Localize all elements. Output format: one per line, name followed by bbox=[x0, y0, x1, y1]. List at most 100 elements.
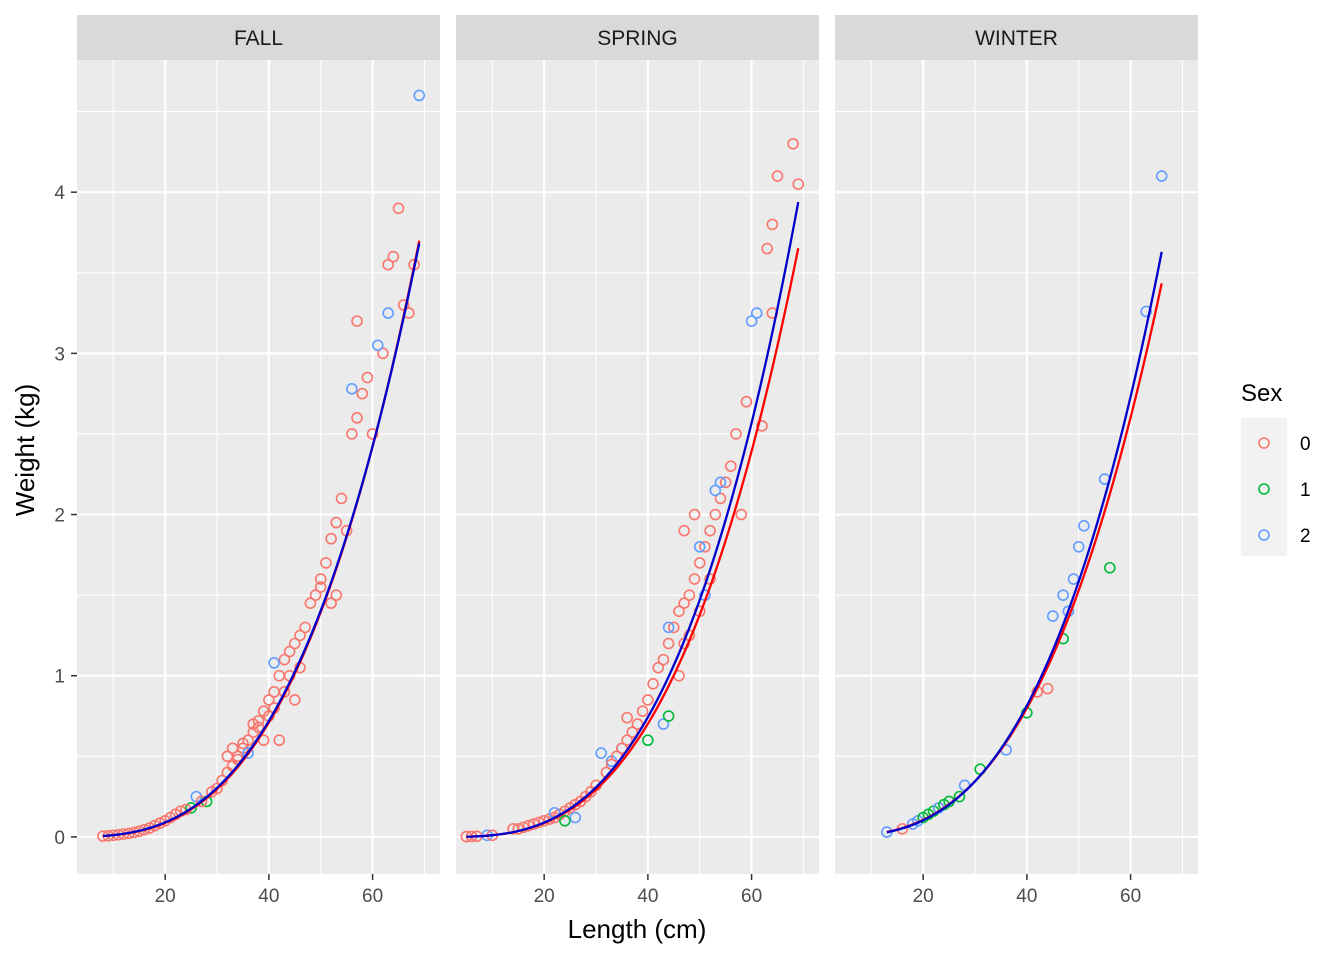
data-point-sex-0 bbox=[678, 597, 690, 610]
legend-title: Sex bbox=[1241, 380, 1282, 407]
panel-background bbox=[835, 60, 1198, 874]
strip-label-spring: SPRING bbox=[597, 27, 678, 50]
x-tick-label: 60 bbox=[362, 886, 383, 907]
data-point-sex-0 bbox=[683, 589, 696, 601]
data-point-sex-0 bbox=[325, 597, 337, 610]
data-point-sex-2 bbox=[714, 476, 727, 489]
data-point-sex-0 bbox=[377, 347, 389, 360]
data-point-sex-2 bbox=[1140, 305, 1152, 318]
data-point-sex-2 bbox=[569, 811, 582, 824]
data-point-sex-0 bbox=[704, 524, 716, 537]
data-point-sex-2 bbox=[242, 747, 254, 759]
data-point-sex-0 bbox=[693, 557, 706, 569]
data-point-sex-0 bbox=[221, 750, 234, 763]
data-point-sex-0 bbox=[299, 621, 311, 634]
data-point-sex-0 bbox=[740, 395, 753, 408]
data-point-sex-0 bbox=[273, 734, 286, 747]
data-point-sex-0 bbox=[719, 476, 732, 489]
strip-label-winter: WINTER bbox=[975, 27, 1058, 50]
data-point-sex-0 bbox=[351, 412, 363, 424]
legend-key-0 bbox=[1258, 437, 1270, 449]
data-point-sex-0 bbox=[756, 420, 768, 432]
data-point-sex-0 bbox=[288, 637, 301, 650]
data-point-sex-0 bbox=[361, 371, 374, 384]
fit-line-blue bbox=[466, 201, 800, 838]
data-point-sex-0 bbox=[792, 178, 805, 190]
data-point-sex-0 bbox=[387, 250, 400, 263]
data-point-sex-0 bbox=[673, 605, 685, 618]
data-point-sex-2 bbox=[346, 383, 358, 395]
x-tick-label: 60 bbox=[741, 886, 762, 907]
data-point-sex-2 bbox=[1078, 520, 1090, 532]
x-tick-label: 40 bbox=[258, 886, 279, 907]
data-point-sex-0 bbox=[621, 734, 633, 747]
data-point-sex-2 bbox=[1057, 589, 1069, 601]
data-point-sex-2 bbox=[382, 307, 394, 319]
data-point-sex-0 bbox=[642, 694, 654, 706]
data-point-sex-0 bbox=[761, 242, 773, 255]
data-point-sex-2 bbox=[413, 89, 426, 102]
data-point-sex-0 bbox=[647, 677, 659, 690]
fit-line-blue bbox=[102, 243, 421, 838]
x-tick-label: 20 bbox=[155, 886, 176, 907]
data-point-sex-0 bbox=[636, 705, 649, 718]
data-point-sex-1 bbox=[185, 802, 197, 814]
data-point-sex-0 bbox=[735, 508, 748, 521]
data-point-sex-2 bbox=[595, 747, 608, 759]
data-point-sex-0 bbox=[237, 737, 249, 750]
data-point-sex-0 bbox=[335, 492, 348, 505]
data-point-sex-1 bbox=[662, 710, 675, 722]
data-point-sex-0 bbox=[652, 661, 665, 674]
data-point-sex-0 bbox=[314, 581, 327, 593]
data-point-sex-0 bbox=[771, 170, 784, 182]
x-tick-label: 40 bbox=[1016, 886, 1037, 907]
data-point-sex-0 bbox=[616, 742, 628, 755]
y-tick-label: 2 bbox=[54, 506, 65, 527]
legend-label-0: 0 bbox=[1300, 434, 1311, 455]
strip-fall bbox=[77, 15, 440, 60]
y-tick-label: 1 bbox=[54, 667, 65, 688]
data-point-sex-1 bbox=[642, 734, 654, 747]
data-point-sex-2 bbox=[1155, 170, 1168, 182]
data-point-sex-0 bbox=[787, 138, 799, 150]
panels-layer: FALL 20 40 60 0 1 2 3 4 SPRING 20 40 60 WINTER 20 40 60 bbox=[54, 15, 1198, 907]
data-point-sex-0 bbox=[325, 532, 337, 545]
legend: Sex 0 1 2 bbox=[1241, 380, 1311, 556]
data-point-sex-2 bbox=[709, 484, 722, 497]
data-point-sex-0 bbox=[392, 202, 405, 215]
data-point-sex-0 bbox=[226, 742, 239, 755]
data-point-sex-0 bbox=[631, 718, 644, 730]
data-point-sex-2 bbox=[1072, 540, 1085, 553]
data-point-sex-0 bbox=[195, 795, 208, 808]
data-point-sex-0 bbox=[211, 782, 223, 795]
data-point-sex-0 bbox=[252, 721, 265, 734]
panel-background bbox=[456, 60, 819, 874]
data-point-sex-0 bbox=[626, 726, 639, 738]
panel-fall: FALL 20 40 60 0 1 2 3 4 bbox=[54, 15, 440, 907]
data-point-sex-0 bbox=[397, 299, 410, 311]
data-point-sex-0 bbox=[621, 711, 633, 724]
data-point-sex-0 bbox=[351, 315, 363, 327]
data-point-sex-0 bbox=[330, 516, 343, 529]
legend-entries: 0 1 2 bbox=[1241, 418, 1311, 556]
data-point-sex-0 bbox=[304, 597, 317, 610]
data-point-sex-1 bbox=[953, 790, 966, 803]
data-point-sex-2 bbox=[662, 621, 675, 634]
strip-spring bbox=[456, 15, 819, 60]
data-point-sex-0 bbox=[346, 428, 358, 440]
data-point-sex-0 bbox=[288, 694, 301, 706]
data-point-sex-0 bbox=[320, 557, 332, 569]
data-point-sex-0 bbox=[678, 524, 690, 537]
data-point-sex-2 bbox=[750, 307, 763, 319]
fit-line-blue bbox=[886, 251, 1163, 834]
data-point-sex-0 bbox=[709, 508, 722, 521]
data-point-sex-0 bbox=[314, 573, 327, 585]
legend-label-1: 1 bbox=[1300, 480, 1311, 501]
data-point-sex-0 bbox=[667, 621, 680, 634]
data-point-sex-1 bbox=[559, 815, 571, 827]
data-point-sex-0 bbox=[382, 258, 394, 271]
data-point-sex-0 bbox=[714, 492, 727, 505]
data-point-sex-2 bbox=[268, 657, 280, 669]
data-point-sex-0 bbox=[263, 694, 275, 706]
